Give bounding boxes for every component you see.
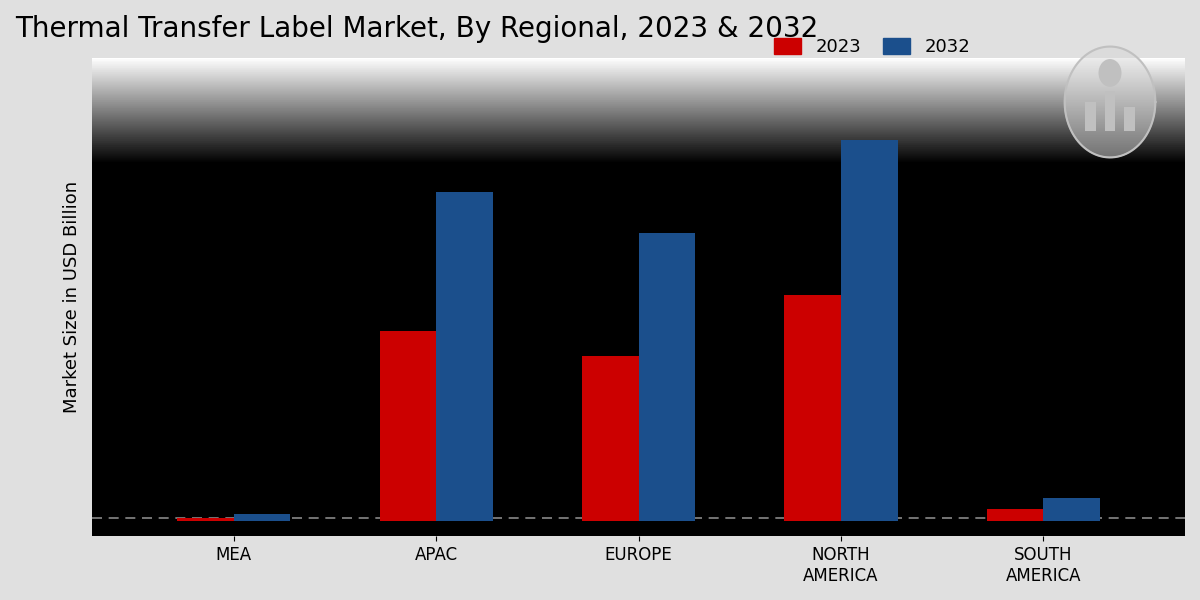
Bar [785,295,841,521]
Bar [1085,102,1096,131]
Bar [178,518,234,521]
Bar [234,514,290,521]
Text: 0.03: 0.03 [143,498,181,513]
Y-axis label: Market Size in USD Billion: Market Size in USD Billion [62,181,82,413]
Legend: 2023, 2032: 2023, 2032 [764,29,979,65]
Bar [1124,107,1135,131]
Bar [379,331,436,521]
Bar [986,509,1043,521]
Circle shape [1099,60,1121,86]
Bar [638,233,695,521]
Bar [582,356,638,521]
Bar [1104,91,1116,131]
Polygon shape [1064,47,1156,157]
Bar [841,140,898,521]
Text: Thermal Transfer Label Market, By Regional, 2023 & 2032: Thermal Transfer Label Market, By Region… [16,15,818,43]
Bar [1043,499,1100,521]
Bar [436,191,493,521]
